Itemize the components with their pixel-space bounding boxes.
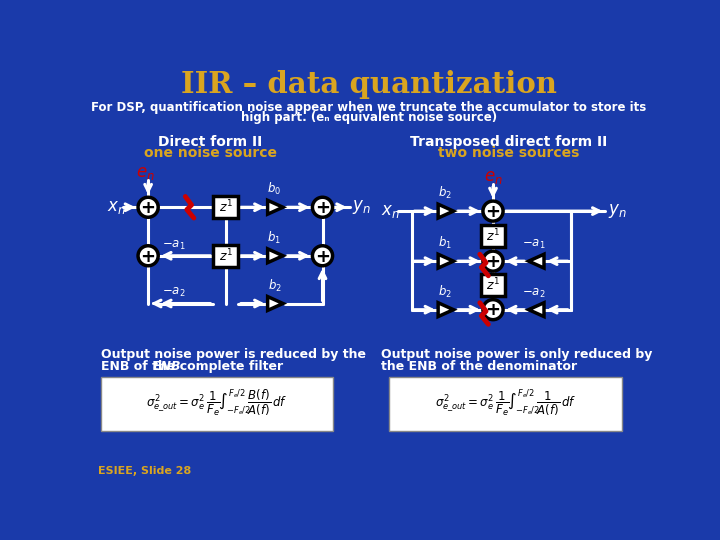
Text: +: + bbox=[315, 247, 330, 266]
Text: +: + bbox=[485, 253, 500, 271]
Text: Output noise power is reduced by the: Output noise power is reduced by the bbox=[101, 348, 366, 361]
Text: IIR – data quantization: IIR – data quantization bbox=[181, 70, 557, 99]
Text: two noise sources: two noise sources bbox=[438, 146, 579, 160]
Text: $y_n$: $y_n$ bbox=[608, 202, 626, 220]
Text: $x_n$: $x_n$ bbox=[381, 202, 400, 220]
Text: +: + bbox=[140, 199, 156, 217]
Text: +: + bbox=[140, 247, 156, 266]
Text: $-a_2$: $-a_2$ bbox=[162, 286, 186, 299]
Bar bbox=[213, 197, 238, 218]
Polygon shape bbox=[438, 303, 454, 316]
Circle shape bbox=[483, 300, 503, 320]
Text: $b_1$: $b_1$ bbox=[267, 230, 282, 246]
Polygon shape bbox=[268, 296, 283, 310]
Text: $y_n$: $y_n$ bbox=[352, 198, 371, 216]
Polygon shape bbox=[528, 303, 544, 316]
Text: $-a_2$: $-a_2$ bbox=[522, 287, 546, 300]
Text: $z^1$: $z^1$ bbox=[486, 276, 500, 293]
Text: $x_n$: $x_n$ bbox=[107, 199, 126, 216]
Bar bbox=[481, 225, 505, 247]
Circle shape bbox=[312, 246, 333, 266]
Text: $b_2$: $b_2$ bbox=[438, 185, 452, 201]
Text: Transposed direct form II: Transposed direct form II bbox=[410, 135, 607, 149]
Text: $b_0$: $b_0$ bbox=[267, 181, 282, 198]
Circle shape bbox=[483, 251, 503, 271]
Polygon shape bbox=[528, 254, 544, 268]
Circle shape bbox=[483, 201, 503, 221]
Polygon shape bbox=[438, 204, 454, 218]
Circle shape bbox=[138, 197, 158, 217]
Bar bbox=[213, 245, 238, 267]
FancyBboxPatch shape bbox=[389, 377, 621, 430]
Text: Output noise power is only reduced by: Output noise power is only reduced by bbox=[382, 348, 653, 361]
Bar bbox=[481, 274, 505, 296]
Polygon shape bbox=[268, 249, 283, 262]
Text: ESIEE, Slide 28: ESIEE, Slide 28 bbox=[98, 465, 191, 476]
Polygon shape bbox=[438, 254, 454, 268]
Text: Direct form II: Direct form II bbox=[158, 135, 262, 149]
Text: ENB of the complete filter: ENB of the complete filter bbox=[101, 361, 283, 374]
Circle shape bbox=[312, 197, 333, 217]
Text: $z^1$: $z^1$ bbox=[486, 227, 500, 244]
Text: $b_2$: $b_2$ bbox=[438, 284, 452, 300]
Text: For DSP, quantification noise appear when we truncate the accumulator to store i: For DSP, quantification noise appear whe… bbox=[91, 100, 647, 113]
Text: $z^1$: $z^1$ bbox=[219, 247, 233, 264]
Text: $-a_1$: $-a_1$ bbox=[162, 239, 186, 252]
Text: ENB: ENB bbox=[153, 361, 181, 374]
Text: +: + bbox=[485, 203, 500, 221]
Text: $\sigma^2_{e\_out} = \sigma^2_e \,\dfrac{1}{F_e}\!\int_{-F_e/2}^{F_e/2}\!\dfrac{: $\sigma^2_{e\_out} = \sigma^2_e \,\dfrac… bbox=[146, 388, 288, 419]
Text: +: + bbox=[315, 199, 330, 217]
Text: $\sigma^2_{e\_out} = \sigma^2_e \,\dfrac{1}{F_e}\!\int_{-F_e/2}^{F_e/2}\!\dfrac{: $\sigma^2_{e\_out} = \sigma^2_e \,\dfrac… bbox=[435, 388, 576, 419]
Circle shape bbox=[138, 246, 158, 266]
Text: $z^1$: $z^1$ bbox=[219, 199, 233, 215]
Text: +: + bbox=[485, 301, 500, 320]
Text: $e_n$: $e_n$ bbox=[484, 168, 503, 186]
Text: $-a_1$: $-a_1$ bbox=[522, 238, 546, 252]
FancyBboxPatch shape bbox=[101, 377, 333, 430]
Polygon shape bbox=[268, 200, 283, 214]
Text: $b_2$: $b_2$ bbox=[268, 278, 282, 294]
Text: $e_n$: $e_n$ bbox=[135, 165, 154, 182]
Text: $b_1$: $b_1$ bbox=[438, 235, 452, 252]
Text: high part. (eₙ equivalent noise source): high part. (eₙ equivalent noise source) bbox=[241, 111, 497, 124]
Text: the ENB of the denominator: the ENB of the denominator bbox=[382, 361, 577, 374]
Text: one noise source: one noise source bbox=[143, 146, 276, 160]
